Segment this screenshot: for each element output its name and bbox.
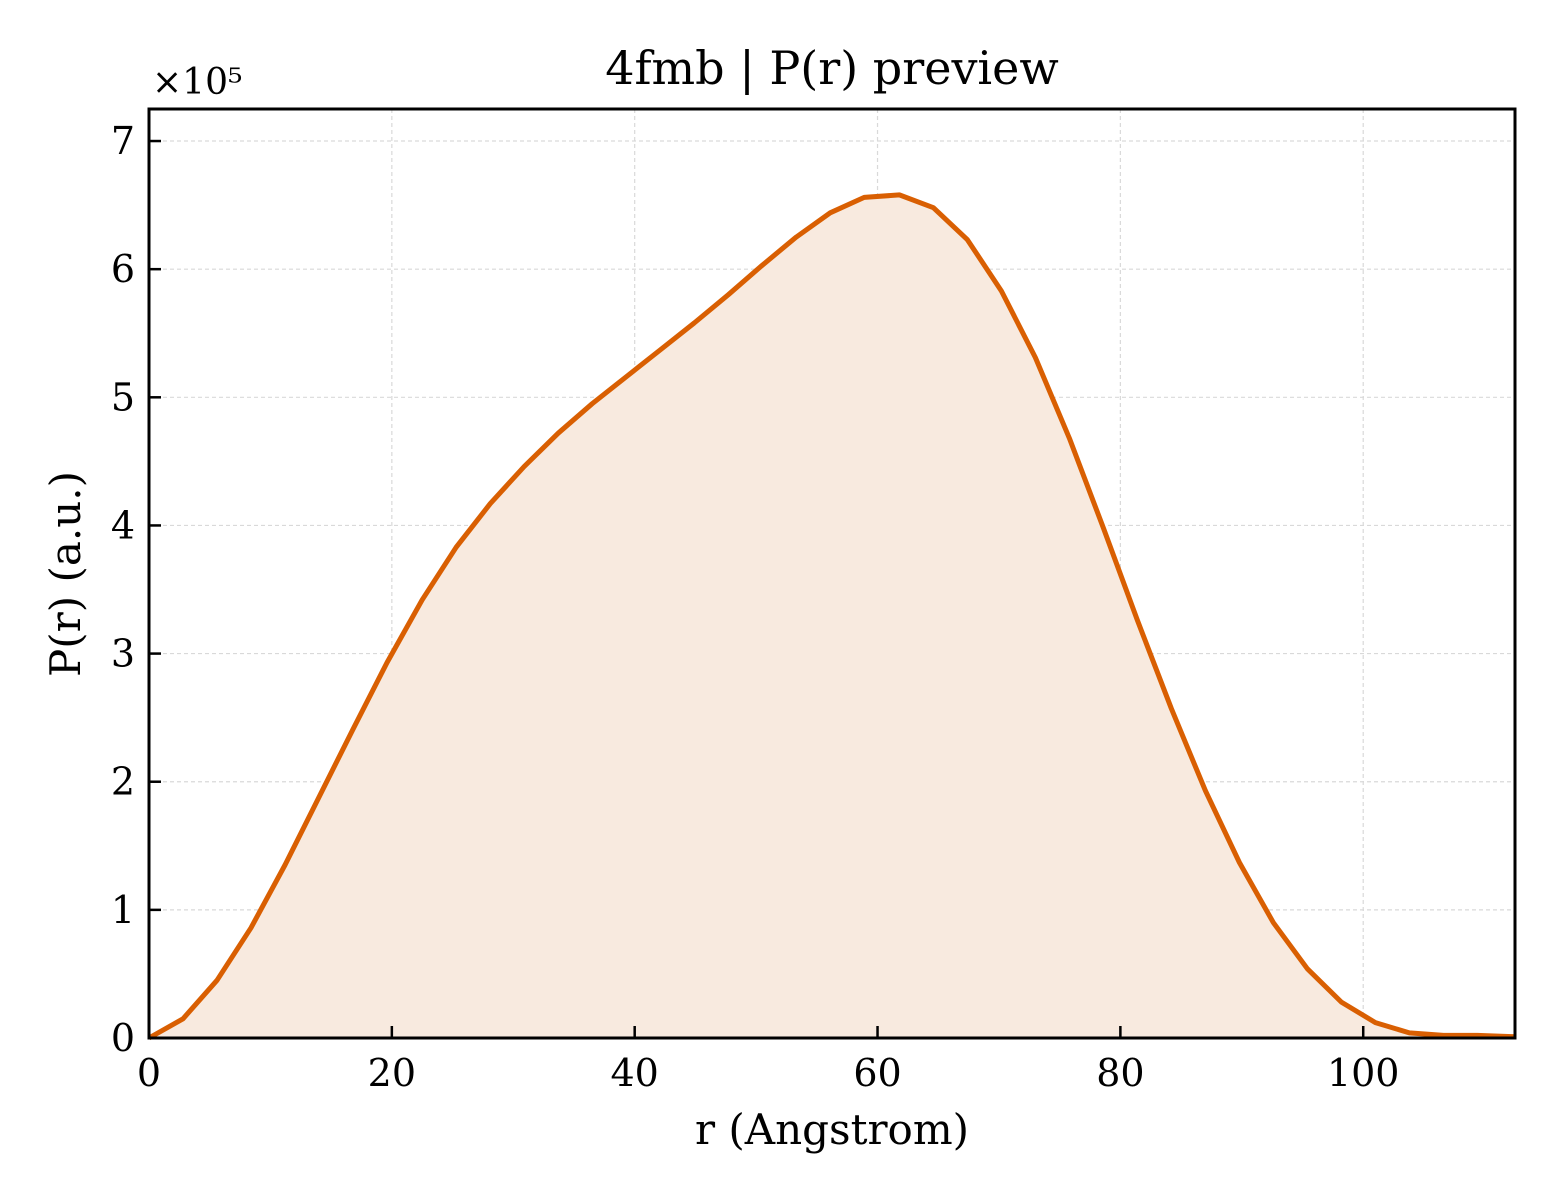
y-tick-label: 6: [111, 247, 135, 291]
x-tick-label: 0: [137, 1051, 161, 1095]
x-tick-label: 100: [1327, 1051, 1400, 1095]
axis-ticks: 0 20 40 60 80 100 0 1 2 3 4 5 6 7: [111, 119, 1400, 1095]
area-fill: [149, 194, 1515, 1038]
x-tick-label: 20: [368, 1051, 416, 1095]
chart-title: 4fmb | P(r) preview: [605, 41, 1059, 95]
y-tick-label: 3: [111, 632, 135, 676]
x-axis-label: r (Angstrom): [695, 1105, 969, 1154]
y-tick-label: 1: [111, 888, 135, 932]
x-tick-label: 80: [1096, 1051, 1144, 1095]
y-multiplier-label: ×10⁵: [152, 62, 242, 103]
plot-frame: [147, 107, 1517, 1040]
y-axis-label: P(r) (a.u.): [41, 471, 90, 677]
y-tick-label: 7: [111, 119, 135, 163]
x-tick-label: 60: [853, 1051, 901, 1095]
x-tick-label: 40: [611, 1051, 659, 1095]
y-tick-label: 5: [111, 375, 135, 419]
y-tick-label: 0: [111, 1016, 135, 1060]
y-tick-label: 4: [111, 503, 135, 547]
series-line: [147, 192, 1516, 1041]
y-tick-label: 2: [111, 760, 135, 804]
